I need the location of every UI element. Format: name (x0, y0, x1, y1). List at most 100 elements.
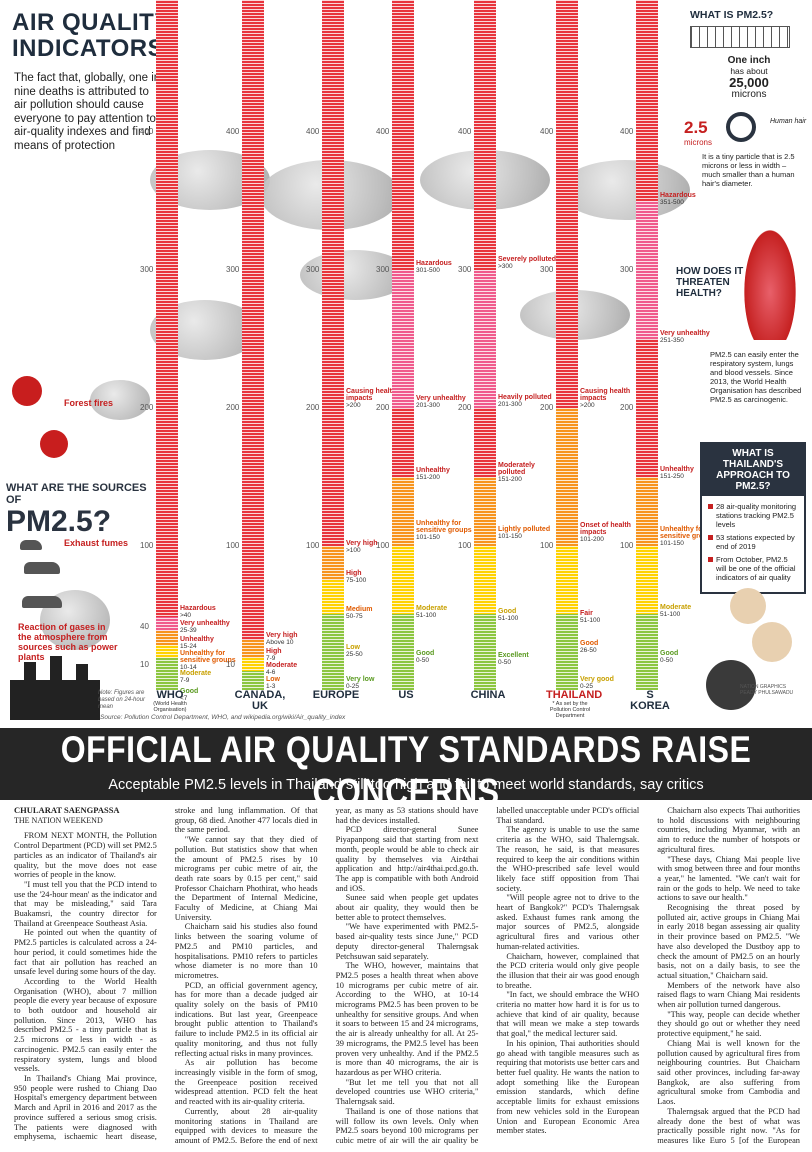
level-name: Good (416, 650, 435, 657)
level-name: Very good (580, 676, 614, 683)
level-name: High (266, 648, 282, 655)
level-name: Very high (346, 540, 378, 547)
level-name: Unhealthy (660, 466, 694, 473)
level-name: Very unhealthy (660, 330, 710, 337)
level-range: 201-300 (498, 401, 522, 408)
axis-tick: 100 (458, 541, 472, 550)
axis-tick: 400 (620, 127, 634, 136)
level-name: Moderate (416, 605, 448, 612)
axis-tick: 40 (140, 622, 149, 631)
axis-tick: 100 (376, 541, 390, 550)
axis-tick: 100 (540, 541, 554, 550)
level-range: 0-50 (660, 657, 674, 664)
stripe-overlay (156, 0, 178, 690)
article-paragraph: Chaicharn also expects Thai authorities … (657, 806, 800, 854)
credit: NATION GRAPHICS PEADY PHULSAWADU (740, 684, 794, 696)
subheadline: Acceptable PM2.5 levels in Thailand stil… (108, 777, 704, 793)
note: Note: Figures are based on 24-hour mean (98, 690, 146, 710)
level-name: Good (580, 640, 599, 647)
axis-tick: 400 (540, 127, 554, 136)
chimney-icon (50, 656, 62, 682)
level-name: Moderate (660, 604, 692, 611)
level-range: Above 10 (266, 639, 294, 646)
level-name: Unhealthy (180, 636, 214, 643)
level-range: 10-14 (180, 664, 197, 671)
pm-microns: microns (684, 138, 713, 147)
aqi-level-label: Very unhealthy 251-350 (660, 330, 722, 344)
axis-tick: 400 (306, 127, 320, 136)
aqi-level-label: High 7-9 (266, 648, 328, 662)
microns-label: microns (731, 89, 767, 100)
approach-item: 28 air-quality monitoring stations track… (708, 502, 798, 529)
level-name: Moderate (180, 670, 212, 677)
level-range: 251-350 (660, 337, 684, 344)
column-title: S KOREA (630, 689, 670, 712)
column-title: CHINA (470, 689, 506, 701)
level-name: Moderate (266, 662, 298, 669)
magnifier-icon (726, 112, 756, 142)
aqi-level-label: Unhealthy for sensitive groups 10-14 (180, 650, 242, 671)
axis-tick: 200 (540, 403, 554, 412)
level-range: 351-500 (660, 199, 684, 206)
level-range: 51-100 (498, 615, 519, 622)
axis-tick: 400 (458, 127, 472, 136)
aqi-level-label: Unhealthy 151-250 (660, 466, 722, 480)
lungs-icon (740, 220, 800, 340)
column-name-thailand: THAILAND * As set by the Pollution Contro… (546, 690, 602, 720)
approach-list: 28 air-quality monitoring stations track… (708, 502, 798, 582)
column-name-us: US (382, 690, 430, 701)
aqi-level-label: Excellent 0-50 (498, 652, 560, 666)
aqi-level-label: Unhealthy for sensitive groups 101-150 (416, 520, 478, 541)
column-title: CANADA, UK (234, 689, 286, 712)
aqi-level-label: Very unhealthy 201-300 (416, 395, 478, 409)
aqi-level-label: Unhealthy 15-24 (180, 636, 242, 650)
what-is-title: WHAT IS PM2.5? (690, 9, 774, 21)
aqi-level-label: Causing health impacts >200 (346, 388, 408, 409)
article-paragraph: "But let me tell you that not all develo… (335, 1077, 479, 1107)
aqi-level-label: Low 1-3 (266, 676, 328, 690)
mask-face-icon (730, 588, 766, 624)
level-name: Moderately polluted (498, 462, 535, 476)
car-icon (24, 562, 60, 574)
chimney-icon (76, 664, 88, 682)
level-name: Unhealthy for sensitive groups (180, 650, 236, 664)
level-range: 7-9 (180, 677, 190, 684)
has-about: has about (730, 66, 768, 76)
aqi-level-label: Very good 0-25 (580, 676, 642, 690)
level-range: 101-150 (660, 540, 684, 547)
article-paragraph: The agency is unable to use the same cri… (496, 825, 640, 893)
title-line-2: INDICATORS (12, 35, 165, 62)
aqi-level-label: Good 0-50 (660, 650, 722, 664)
stripe-overlay (322, 0, 344, 690)
level-range: <7 (180, 695, 188, 702)
aqi-level-label: Hazardous >40 (180, 605, 242, 619)
threaten-desc: PM2.5 can easily enter the respiratory s… (710, 350, 802, 404)
level-name: Good (498, 608, 517, 615)
axis-tick: 100 (620, 541, 634, 550)
stripe-overlay (392, 0, 414, 690)
approach-title: WHAT IS THAILAND'S APPROACH TO PM2.5? (702, 444, 804, 496)
level-name: Good (180, 688, 199, 695)
source-reaction: Reaction of gases in the atmosphere from… (18, 622, 118, 662)
threaten-title: HOW DOES IT THREATEN HEALTH? (676, 266, 744, 299)
aqi-bar (242, 0, 264, 690)
level-range: 50-75 (346, 613, 363, 620)
level-range: 51-100 (580, 617, 601, 624)
title-line-1: AIR QUALITY (12, 9, 171, 36)
aqi-level-label: Good 26-50 (580, 640, 642, 654)
level-name: Causing health impacts (346, 388, 397, 402)
stripe-overlay (242, 0, 264, 690)
intro-text: The fact that, globally, one in nine dea… (14, 72, 161, 152)
level-range: 1-3 (266, 683, 276, 690)
pm-size: 2.5 (684, 118, 708, 137)
axis-tick: 300 (458, 265, 472, 274)
level-range: 0-25 (580, 683, 594, 690)
level-range: 101-200 (580, 536, 604, 543)
aqi-level-label: Heavily polluted 201-300 (498, 394, 560, 408)
level-range: 101-150 (498, 533, 522, 540)
aqi-level-label: Severely polluted >300 (498, 256, 560, 270)
what-is-desc: It is a tiny particle that is 2.5 micron… (702, 152, 795, 188)
level-range: 151-200 (498, 476, 522, 483)
approach-item: 53 stations expected by end of 2019 (708, 533, 798, 551)
level-range: 0-50 (416, 657, 430, 664)
